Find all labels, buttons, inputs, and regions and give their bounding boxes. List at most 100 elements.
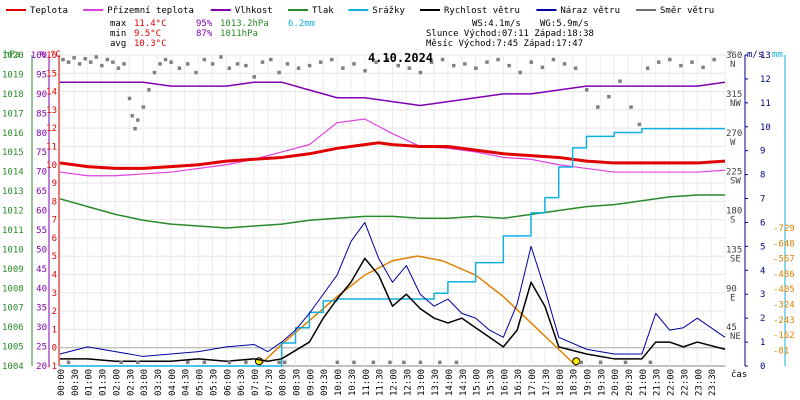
pct-tick: 60 — [36, 207, 47, 217]
x-tick: 03:00 — [140, 369, 150, 396]
stat-min-hum: 87% — [196, 29, 213, 39]
wind-dir-point — [385, 57, 389, 62]
x-tick: 15:00 — [473, 369, 483, 396]
pct-tick: 85 — [36, 109, 47, 119]
wind-dir-point — [260, 60, 265, 64]
pct-tick: 100 — [31, 51, 47, 61]
stat-max-temp: 11.4°C — [134, 19, 167, 29]
x-tick: 09:30 — [320, 369, 330, 396]
ms-tick: 6 — [760, 218, 765, 228]
wind-dir-point — [551, 57, 556, 62]
hpa-axis-title: hPa — [4, 50, 20, 60]
pct-tick: 30 — [36, 323, 47, 333]
calm-dir-point — [119, 360, 123, 365]
x-axis-label: čas — [731, 369, 747, 380]
wind-dir-point — [474, 66, 478, 70]
pct-tick: 45 — [36, 265, 47, 275]
calm-dir-point — [648, 360, 653, 365]
wind-dir-point — [407, 66, 412, 70]
x-tick: 08:00 — [279, 369, 289, 396]
celsius-tick: -1 — [46, 362, 57, 372]
wind-dir-point — [637, 122, 642, 127]
celsius-tick: 10 — [46, 161, 57, 171]
ms-tick: 10 — [760, 123, 771, 133]
calm-dir-point — [227, 360, 232, 365]
x-tick: 18:30 — [570, 369, 580, 396]
wind-dir-point — [83, 56, 87, 61]
wind-gust-line — [59, 221, 726, 357]
celsius-tick: 6 — [52, 234, 57, 244]
x-tick: 19:00 — [583, 369, 593, 396]
dir-tick: 90 — [726, 284, 737, 294]
wind-dir-point — [645, 66, 650, 70]
right-axes: ° m/s mm360N315NW270W225SW180S135SE90E45NE… — [726, 50, 795, 372]
mm-tick: -324 — [773, 301, 795, 311]
wind-dir-point — [463, 62, 467, 66]
celsius-tick: 11 — [46, 142, 57, 152]
wind-dir-point — [116, 66, 121, 70]
hpa-tick: 1009 — [2, 265, 24, 275]
wind-dir-point — [607, 94, 611, 99]
wind-dir-point — [269, 57, 273, 62]
wind-dir-point — [396, 63, 401, 68]
dir-tick: 225 — [726, 168, 742, 178]
ground-temp-line — [59, 118, 726, 177]
pct-tick: 40 — [36, 284, 47, 294]
wind-dir-point — [690, 60, 694, 64]
wind-dir-point — [596, 105, 600, 109]
x-tick: 02:00 — [112, 369, 122, 396]
x-tick: 05:30 — [209, 369, 219, 396]
stat-min-temp: 9.5°C — [134, 29, 161, 39]
ms-tick: 0 — [760, 362, 765, 372]
celsius-axis-title: °C — [50, 50, 61, 60]
wind-dir-point — [111, 60, 115, 64]
pct-tick: 80 — [36, 129, 47, 139]
dir-name: E — [730, 293, 735, 303]
stat-avg-temp: 10.3°C — [134, 39, 167, 49]
celsius-tick: 13 — [46, 106, 57, 116]
hpa-tick: 1016 — [2, 129, 24, 139]
hpa-tick: 1011 — [2, 226, 24, 236]
x-tick: 00:30 — [71, 369, 81, 396]
ms-tick: 12 — [760, 75, 771, 85]
ms-tick: 8 — [760, 171, 765, 181]
wind-dir-point — [540, 65, 545, 70]
stat-wg: WG:5.9m/s — [540, 19, 589, 29]
stat-max-label: max — [110, 19, 127, 29]
celsius-tick: 14 — [46, 88, 57, 98]
wind-dir-point — [210, 62, 215, 66]
x-tick: 06:30 — [237, 369, 247, 396]
x-tick: 11:00 — [362, 369, 372, 396]
legend-label: Vlhkost — [235, 6, 273, 16]
hpa-tick: 1012 — [2, 207, 24, 217]
celsius-tick: 1 — [52, 325, 57, 335]
calm-dir-point — [598, 360, 603, 365]
dir-name: SW — [730, 177, 741, 187]
celsius-tick: 9 — [52, 179, 57, 189]
x-tick: 11:30 — [376, 369, 386, 396]
hpa-tick: 1018 — [2, 90, 24, 100]
wind-dir-point — [562, 62, 567, 66]
wind-dir-point — [584, 88, 589, 92]
hpa-tick: 1005 — [2, 343, 24, 353]
stat-max-rain: 6.2mm — [288, 19, 315, 29]
wind-dir-point — [573, 66, 578, 70]
dir-name: NE — [730, 332, 741, 342]
ms-tick: 1 — [760, 338, 765, 348]
wind-dir-point — [363, 69, 367, 73]
wind-dir-point — [296, 66, 301, 70]
wind-dir-point — [122, 62, 126, 66]
dir-tick: 270 — [726, 129, 742, 139]
pct-tick: 20 — [36, 362, 47, 372]
legend: Teplota Přízemní teplota Vlhkost Tlak Srážky… — [6, 6, 714, 16]
ms-tick: 5 — [760, 242, 765, 252]
ms-tick: 9 — [760, 147, 765, 157]
wind-dir-point — [307, 63, 312, 68]
wind-dir-point — [252, 75, 256, 79]
dir-tick: 315 — [726, 90, 742, 100]
wind-dir-point — [185, 62, 190, 66]
x-tick: 04:00 — [168, 369, 178, 396]
wind-dir-point — [318, 60, 323, 64]
ms-tick: 3 — [760, 290, 765, 300]
deg-axis-title: ° — [728, 50, 733, 60]
